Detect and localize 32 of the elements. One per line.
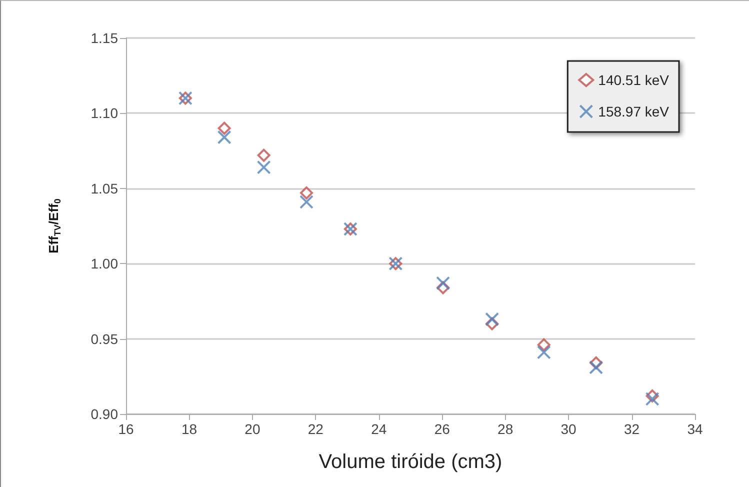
y-tick-label: 0.95 — [90, 330, 118, 347]
x-tick-label: 26 — [434, 421, 450, 437]
point — [257, 148, 270, 162]
x-tick-label: 30 — [560, 421, 577, 437]
x-tick-label: 18 — [181, 421, 198, 437]
x-tick-label: 16 — [118, 421, 134, 437]
y-axis-title: EffTV/Eff0 — [46, 198, 62, 254]
point — [218, 122, 231, 135]
point — [217, 130, 232, 144]
point — [300, 194, 314, 209]
point — [485, 312, 500, 326]
x-tick-label: 22 — [308, 421, 324, 437]
point — [300, 186, 313, 200]
x-tick-label: 28 — [498, 421, 514, 437]
point — [645, 392, 660, 406]
x-tick-label: 34 — [687, 421, 703, 437]
point — [537, 338, 550, 352]
y-tick-label: 0.90 — [90, 406, 118, 422]
y-tick-label: 1.05 — [90, 180, 118, 196]
x-tick-label: 24 — [371, 421, 387, 437]
point — [256, 160, 271, 174]
legend-label: 140.51 keV — [598, 72, 670, 88]
point — [436, 276, 450, 290]
x-tick-label: 32 — [624, 421, 640, 437]
y-tick-label: 1.00 — [90, 256, 118, 272]
point — [536, 345, 551, 360]
y-tick-label: 1.15 — [90, 30, 118, 46]
point — [589, 360, 604, 374]
legend-label: 158.97 keV — [598, 104, 670, 120]
y-tick-label: 1.10 — [90, 105, 118, 122]
x-axis-title: Volume tiróide (cm3) — [318, 451, 502, 473]
x-tick-label: 20 — [244, 421, 260, 437]
